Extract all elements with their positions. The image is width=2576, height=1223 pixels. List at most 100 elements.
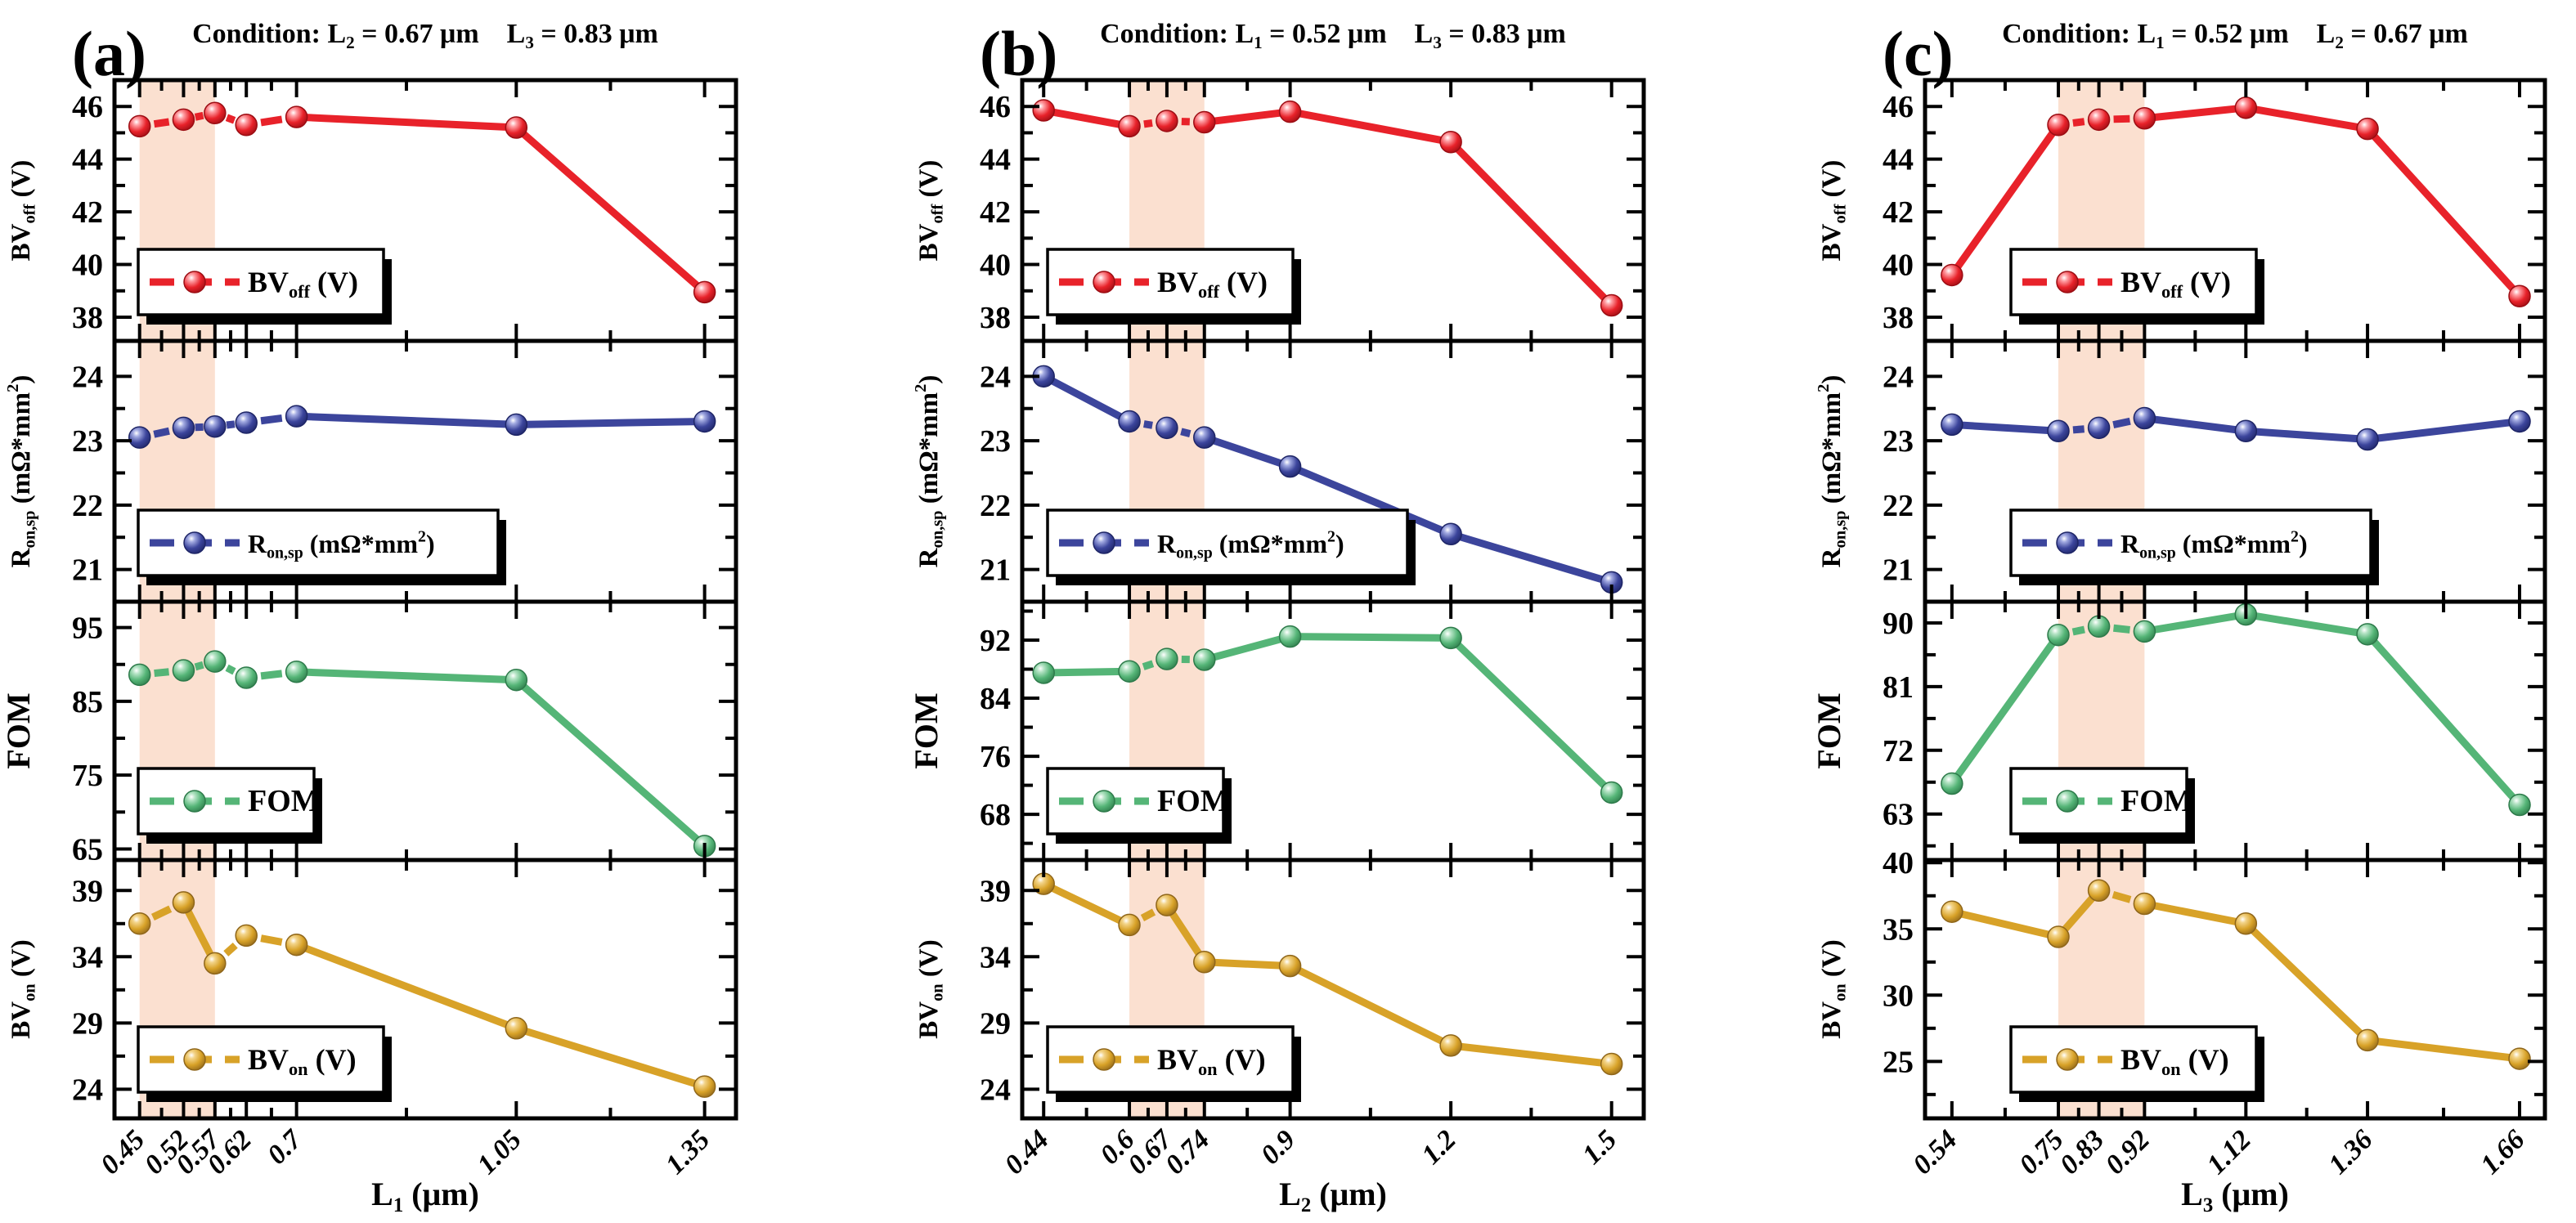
- subplot-fom: FOM 68 76 84 92 FOM: [908, 599, 1646, 862]
- legend-label: Ron,sp (mΩ*mm2): [248, 528, 435, 562]
- y-tick-label: 29: [980, 1006, 1011, 1041]
- condition-title: Condition: L2 = 0.67 μm L3 = 0.83 μm: [192, 19, 658, 52]
- series-line-segment: [1203, 633, 1291, 664]
- y-axis-label: BVon (V): [914, 939, 947, 1039]
- x-tick-label: 0.9: [1255, 1124, 1301, 1170]
- y-tick-label: 40: [980, 249, 1011, 283]
- y-tick-label: 46: [1883, 90, 1914, 124]
- data-point-marker: [2133, 406, 2156, 430]
- data-point-marker: [2356, 428, 2379, 451]
- series-line-segment: [2246, 427, 2368, 444]
- y-tick-label: 76: [980, 740, 1011, 774]
- data-point-marker: [2508, 284, 2531, 307]
- data-point-marker: [2087, 416, 2111, 440]
- y-tick-label: 22: [980, 489, 1011, 523]
- panel-c: (c) Condition: L1 = 0.52 μm L2 = 0.67 μm B…: [1811, 18, 2547, 1216]
- series-line-segment: [296, 668, 517, 684]
- series-line-segment: [1143, 420, 1153, 429]
- y-tick-label: 90: [1883, 607, 1914, 641]
- y-tick-label: 42: [1883, 195, 1914, 230]
- series-line-segment: [2112, 624, 2130, 634]
- series-line-segment: [180, 900, 218, 965]
- y-tick-label: 46: [72, 90, 103, 124]
- data-point-marker: [172, 891, 195, 914]
- data-point-marker: [1941, 772, 1963, 795]
- x-tick-label: 0.7: [262, 1123, 309, 1171]
- data-point-marker: [2234, 96, 2258, 119]
- subplot-fom: FOM 63 72 81 90 FOM: [1811, 599, 2547, 862]
- y-tick-label: 39: [980, 874, 1011, 908]
- series-line-segment: [2143, 611, 2247, 635]
- x-tick-label: 0.74: [1160, 1124, 1215, 1180]
- series-line-segment: [1288, 962, 1453, 1049]
- series-line-segment: [2245, 104, 2368, 133]
- y-axis-label: FOM: [0, 692, 37, 768]
- y-tick-label: 42: [72, 195, 103, 230]
- x-tick-label: 0.83: [2054, 1124, 2110, 1180]
- x-tick-label: 1.5: [1577, 1124, 1622, 1170]
- data-point-marker: [128, 663, 151, 687]
- series-line-segment: [1288, 463, 1452, 538]
- data-point-marker: [505, 668, 528, 692]
- y-axis-label: Ron,sp (mΩ*mm2): [912, 375, 946, 568]
- data-point-marker: [1439, 130, 1462, 154]
- data-point-marker: [2047, 419, 2070, 443]
- y-tick-label: 24: [1883, 360, 1914, 394]
- series-line-segment: [2367, 417, 2520, 443]
- data-point-marker: [1032, 661, 1055, 684]
- data-point-marker: [1439, 522, 1462, 546]
- y-axis-label: BVoff (V): [1817, 160, 1850, 262]
- subplot-bv_off: BVoff (V) 38 40 42 44 46 BVoff (V): [914, 78, 1646, 343]
- series-line-segment: [225, 114, 236, 124]
- x-axis-title: L3 (μm): [2181, 1176, 2289, 1216]
- data-point-marker: [285, 933, 308, 956]
- panel-label: (a): [72, 18, 146, 89]
- y-tick-label: 24: [980, 1073, 1011, 1107]
- legend-label: Ron,sp (mΩ*mm2): [1157, 528, 1344, 562]
- y-tick-label: 25: [1883, 1045, 1914, 1079]
- data-point-marker: [2234, 419, 2258, 443]
- series-line-segment: [1949, 123, 2062, 278]
- x-axis-title: L1 (μm): [371, 1176, 479, 1216]
- subplot-r_onsp: Ron,sp (mΩ*mm2) 21 22 23 24 Ron,sp (mΩ*mm2): [1815, 338, 2547, 604]
- y-tick-label: 24: [72, 1073, 103, 1107]
- data-point-marker: [1193, 110, 1216, 134]
- legend-marker: [1093, 271, 1115, 293]
- data-point-marker: [128, 912, 151, 935]
- data-point-marker: [1032, 99, 1055, 122]
- data-point-marker: [2047, 925, 2070, 948]
- series-line-segment: [153, 118, 170, 128]
- y-tick-label: 72: [1883, 734, 1914, 768]
- data-point-marker: [172, 108, 195, 132]
- x-tick-label: 1.36: [2322, 1124, 2378, 1180]
- data-point-marker: [2087, 108, 2111, 132]
- series-line-segment: [1950, 907, 2060, 941]
- data-point-marker: [204, 101, 227, 125]
- data-point-marker: [128, 426, 151, 449]
- series-line-segment: [1042, 880, 1131, 929]
- legend-label: FOM: [248, 784, 321, 818]
- data-point-marker: [2508, 1047, 2531, 1070]
- series-line-segment: [1142, 660, 1155, 670]
- data-point-marker: [235, 411, 258, 434]
- y-axis-label: FOM: [908, 692, 945, 768]
- data-point-marker: [2508, 410, 2531, 433]
- data-point-marker: [1278, 625, 1302, 648]
- series-line-segment: [1180, 428, 1192, 438]
- data-point-marker: [235, 114, 258, 137]
- series-line-segment: [1290, 633, 1452, 642]
- series-line-segment: [225, 664, 236, 675]
- series-line-segment: [2112, 417, 2131, 429]
- subplot-r_onsp: Ron,sp (mΩ*mm2) 21 22 23 24 Ron,sp (mΩ*mm2): [4, 338, 738, 604]
- series-line-segment: [1447, 139, 1614, 308]
- plot-border: [112, 858, 738, 1121]
- legend-marker: [183, 271, 206, 293]
- y-tick-label: 24: [980, 360, 1011, 394]
- y-tick-label: 22: [72, 489, 103, 523]
- plot-border: [1020, 858, 1646, 1121]
- y-tick-label: 85: [72, 685, 103, 719]
- y-tick-label: 29: [72, 1006, 103, 1041]
- data-point-marker: [204, 415, 227, 438]
- legend-box: [137, 1025, 385, 1094]
